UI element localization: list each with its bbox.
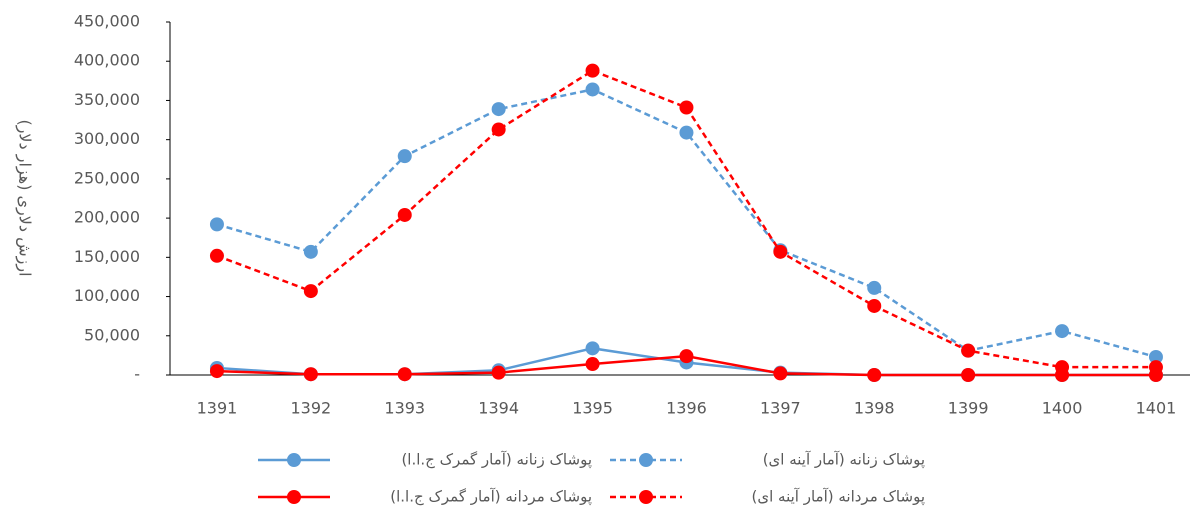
- data-point: [585, 82, 600, 97]
- data-point: [1148, 349, 1163, 364]
- series-line: [216, 69, 1156, 369]
- y-tick-label: 350,000: [74, 90, 140, 109]
- legend-label: پوشاک زنانه (آمار آینه ای): [763, 451, 925, 470]
- x-tick-label: 1396: [666, 399, 707, 418]
- data-point: [397, 149, 412, 164]
- x-tick-label: 1400: [1042, 399, 1083, 418]
- data-point: [303, 284, 318, 299]
- data-point: [679, 125, 694, 140]
- y-tick-label: 400,000: [74, 51, 140, 70]
- data-point: [585, 357, 600, 372]
- data-point: [491, 122, 506, 137]
- data-point: [209, 364, 224, 379]
- legend-marker: [639, 453, 653, 467]
- data-point: [397, 207, 412, 222]
- data-point: [585, 341, 600, 356]
- data-point: [679, 349, 694, 364]
- data-point: [1055, 360, 1070, 375]
- data-point: [867, 280, 882, 295]
- x-tick-label: 1394: [478, 399, 519, 418]
- legend-label: پوشاک زنانه (آمار گمرک ج.ا.ا): [401, 451, 592, 470]
- data-point: [209, 248, 224, 263]
- y-tick-label: 200,000: [74, 208, 140, 227]
- legend-marker: [287, 453, 301, 467]
- legend-label: پوشاک مردانه (آمار آینه ای): [752, 488, 925, 507]
- data-point: [303, 367, 318, 382]
- series-line: [216, 88, 1157, 359]
- x-tick-label: 1397: [760, 399, 801, 418]
- y-tick-label: 50,000: [84, 325, 140, 344]
- y-axis-label: ارزش دلاری (هزار دلار): [15, 119, 35, 276]
- data-point: [961, 368, 976, 382]
- x-tick-label: 1398: [854, 399, 895, 418]
- x-tick-label: 1391: [197, 399, 238, 418]
- x-tick-label: 1395: [572, 399, 613, 418]
- y-tick-label: -: [134, 365, 140, 384]
- data-point: [491, 102, 506, 117]
- data-point: [961, 343, 976, 358]
- y-tick-label: 450,000: [74, 12, 140, 31]
- data-point: [679, 100, 694, 115]
- x-tick-label: 1392: [290, 399, 331, 418]
- legend-marker: [287, 490, 301, 504]
- data-point: [1055, 324, 1070, 339]
- y-tick-label: 250,000: [74, 168, 140, 187]
- data-point: [491, 365, 506, 380]
- data-point: [209, 217, 224, 232]
- y-tick-label: 300,000: [74, 129, 140, 148]
- data-point: [773, 366, 788, 381]
- data-point: [867, 368, 882, 382]
- y-tick-label: 150,000: [74, 247, 140, 266]
- x-tick-label: 1401: [1136, 399, 1177, 418]
- data-point: [397, 367, 412, 382]
- legend-label: پوشاک مردانه (آمار گمرک ج.ا.ا): [390, 488, 592, 507]
- x-tick-label: 1399: [948, 399, 989, 418]
- legend-marker: [639, 490, 653, 504]
- data-point: [585, 63, 600, 78]
- data-point: [303, 244, 318, 259]
- data-point: [773, 244, 788, 259]
- y-tick-label: 100,000: [74, 286, 140, 305]
- data-point: [867, 298, 882, 313]
- data-point: [1148, 360, 1163, 375]
- x-tick-label: 1393: [384, 399, 425, 418]
